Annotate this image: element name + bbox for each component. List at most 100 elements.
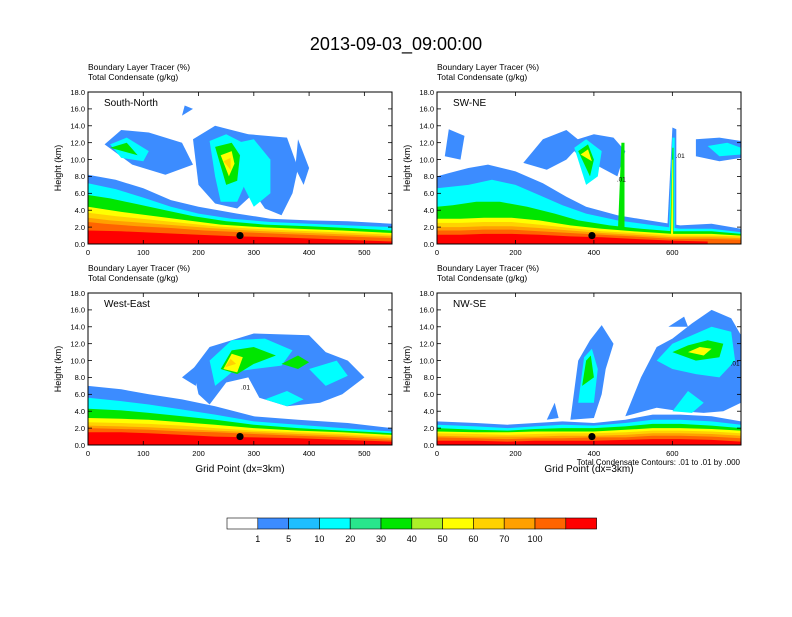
panel-label: SW-NE bbox=[453, 98, 486, 109]
y-tick-label: 6.0 bbox=[424, 390, 434, 399]
y-tick-label: 14.0 bbox=[70, 122, 85, 131]
x-tick-label: 500 bbox=[358, 449, 371, 458]
tracer-region-level-1 bbox=[182, 363, 199, 386]
x-tick-label: 400 bbox=[303, 449, 316, 458]
legend-swatch-3 bbox=[319, 517, 351, 530]
legend-label: 50 bbox=[438, 534, 448, 544]
tracer-region-level-5 bbox=[281, 355, 310, 369]
tracer-region-level-5 bbox=[578, 144, 594, 177]
contour-label: .01 bbox=[676, 153, 685, 160]
x-tick-label: 500 bbox=[358, 248, 371, 257]
y-tick-label: 10.0 bbox=[70, 155, 85, 164]
x-tick-label: 600 bbox=[666, 248, 679, 257]
contour-label: .01 bbox=[241, 384, 250, 391]
y-tick-label: 14.0 bbox=[70, 323, 85, 332]
legend-swatch-0 bbox=[226, 517, 259, 530]
legend-swatch-10 bbox=[534, 517, 567, 530]
x-tick-label: 400 bbox=[303, 248, 316, 257]
legend-swatch-1 bbox=[257, 517, 289, 530]
tracer-fill-layers bbox=[437, 127, 741, 244]
legend-label: 70 bbox=[499, 534, 509, 544]
y-tick-label: 2.0 bbox=[424, 424, 434, 433]
legend-swatch-2 bbox=[288, 517, 320, 530]
x-tick-label: 200 bbox=[192, 449, 205, 458]
y-axis-label: Height (km) bbox=[53, 346, 63, 393]
x-tick-label: 0 bbox=[86, 248, 90, 257]
site-marker bbox=[236, 231, 244, 240]
y-tick-label: 4.0 bbox=[424, 206, 434, 215]
tracer-region-level-5 bbox=[617, 142, 625, 244]
x-tick-label: 600 bbox=[666, 449, 679, 458]
y-tick-label: 2.0 bbox=[75, 424, 85, 433]
y-tick-label: 2.0 bbox=[75, 223, 85, 232]
x-tick-label: 200 bbox=[192, 248, 205, 257]
plot-frame bbox=[436, 91, 742, 245]
contour-label: .01 bbox=[617, 177, 626, 184]
panel-label: NW-SE bbox=[453, 299, 486, 310]
legend-swatch-7 bbox=[442, 517, 474, 530]
x-tick-label: 0 bbox=[435, 248, 439, 257]
tracer-region-level-1 bbox=[295, 139, 310, 185]
legend-swatch-9 bbox=[503, 517, 536, 530]
site-marker bbox=[588, 231, 596, 240]
y-tick-label: 0.0 bbox=[75, 240, 85, 249]
site-marker bbox=[588, 432, 596, 441]
y-tick-label: 18.0 bbox=[70, 88, 85, 97]
tracer-region-level-8 bbox=[223, 157, 231, 170]
panel-subtitle-condensate: Total Condensate (g/kg) bbox=[88, 72, 178, 82]
y-tick-label: 6.0 bbox=[424, 189, 434, 198]
legend-label: 20 bbox=[345, 534, 355, 544]
panel-subtitle-tracer: Boundary Layer Tracer (%) bbox=[88, 62, 190, 72]
tracer-region-level-1 bbox=[668, 316, 688, 327]
contour-note: Total Condensate Contours: .01 to .01 by… bbox=[577, 458, 741, 467]
contour-label: .01 bbox=[731, 361, 740, 368]
y-tick-label: 4.0 bbox=[424, 407, 434, 416]
y-tick-label: 8.0 bbox=[424, 373, 434, 382]
panels-group: Boundary Layer Tracer (%)Total Condensat… bbox=[53, 62, 742, 475]
x-tick-label: 100 bbox=[137, 248, 150, 257]
legend-label: 40 bbox=[407, 534, 417, 544]
plot-frame bbox=[87, 91, 393, 245]
tracer-region-level-11 bbox=[437, 233, 708, 244]
tracer-region-level-11 bbox=[437, 439, 741, 445]
y-tick-label: 6.0 bbox=[75, 390, 85, 399]
y-tick-label: 12.0 bbox=[70, 138, 85, 147]
y-tick-label: 2.0 bbox=[424, 223, 434, 232]
legend-label: 10 bbox=[314, 534, 324, 544]
x-tick-label: 300 bbox=[248, 248, 261, 257]
tracer-region-level-1 bbox=[523, 130, 583, 170]
tracer-region-level-3 bbox=[672, 391, 704, 413]
y-tick-label: 18.0 bbox=[70, 289, 85, 298]
legend-swatch-6 bbox=[411, 517, 443, 530]
y-tick-label: 16.0 bbox=[70, 105, 85, 114]
tracer-region-level-5 bbox=[110, 142, 138, 156]
plot-frame bbox=[87, 292, 393, 446]
y-axis-label: Height (km) bbox=[402, 346, 412, 393]
figure-title: 2013-09-03_09:00:00 bbox=[310, 34, 482, 55]
legend-swatch-8 bbox=[473, 517, 505, 530]
y-tick-label: 0.0 bbox=[424, 240, 434, 249]
tracer-region-level-1 bbox=[546, 402, 559, 420]
y-tick-label: 8.0 bbox=[75, 172, 85, 181]
x-tick-label: 200 bbox=[509, 449, 522, 458]
y-tick-label: 0.0 bbox=[424, 441, 434, 450]
y-tick-label: 6.0 bbox=[75, 189, 85, 198]
x-tick-label: 100 bbox=[137, 449, 150, 458]
y-tick-label: 8.0 bbox=[75, 373, 85, 382]
y-tick-label: 10.0 bbox=[70, 356, 85, 365]
legend-label: 30 bbox=[376, 534, 386, 544]
tracer-region-level-3 bbox=[237, 139, 271, 207]
tracer-region-level-7 bbox=[670, 159, 674, 244]
tracer-region-level-8 bbox=[225, 358, 237, 368]
y-tick-label: 16.0 bbox=[419, 105, 434, 114]
site-marker bbox=[236, 432, 244, 441]
legend-label: 100 bbox=[527, 534, 542, 544]
x-axis-label: Grid Point (dx=3km) bbox=[544, 464, 633, 475]
x-tick-label: 300 bbox=[248, 449, 261, 458]
legend-swatch-4 bbox=[349, 517, 382, 530]
y-tick-label: 18.0 bbox=[419, 88, 434, 97]
y-axis-label: Height (km) bbox=[53, 145, 63, 192]
y-tick-label: 14.0 bbox=[419, 122, 434, 131]
x-tick-label: 200 bbox=[509, 248, 522, 257]
